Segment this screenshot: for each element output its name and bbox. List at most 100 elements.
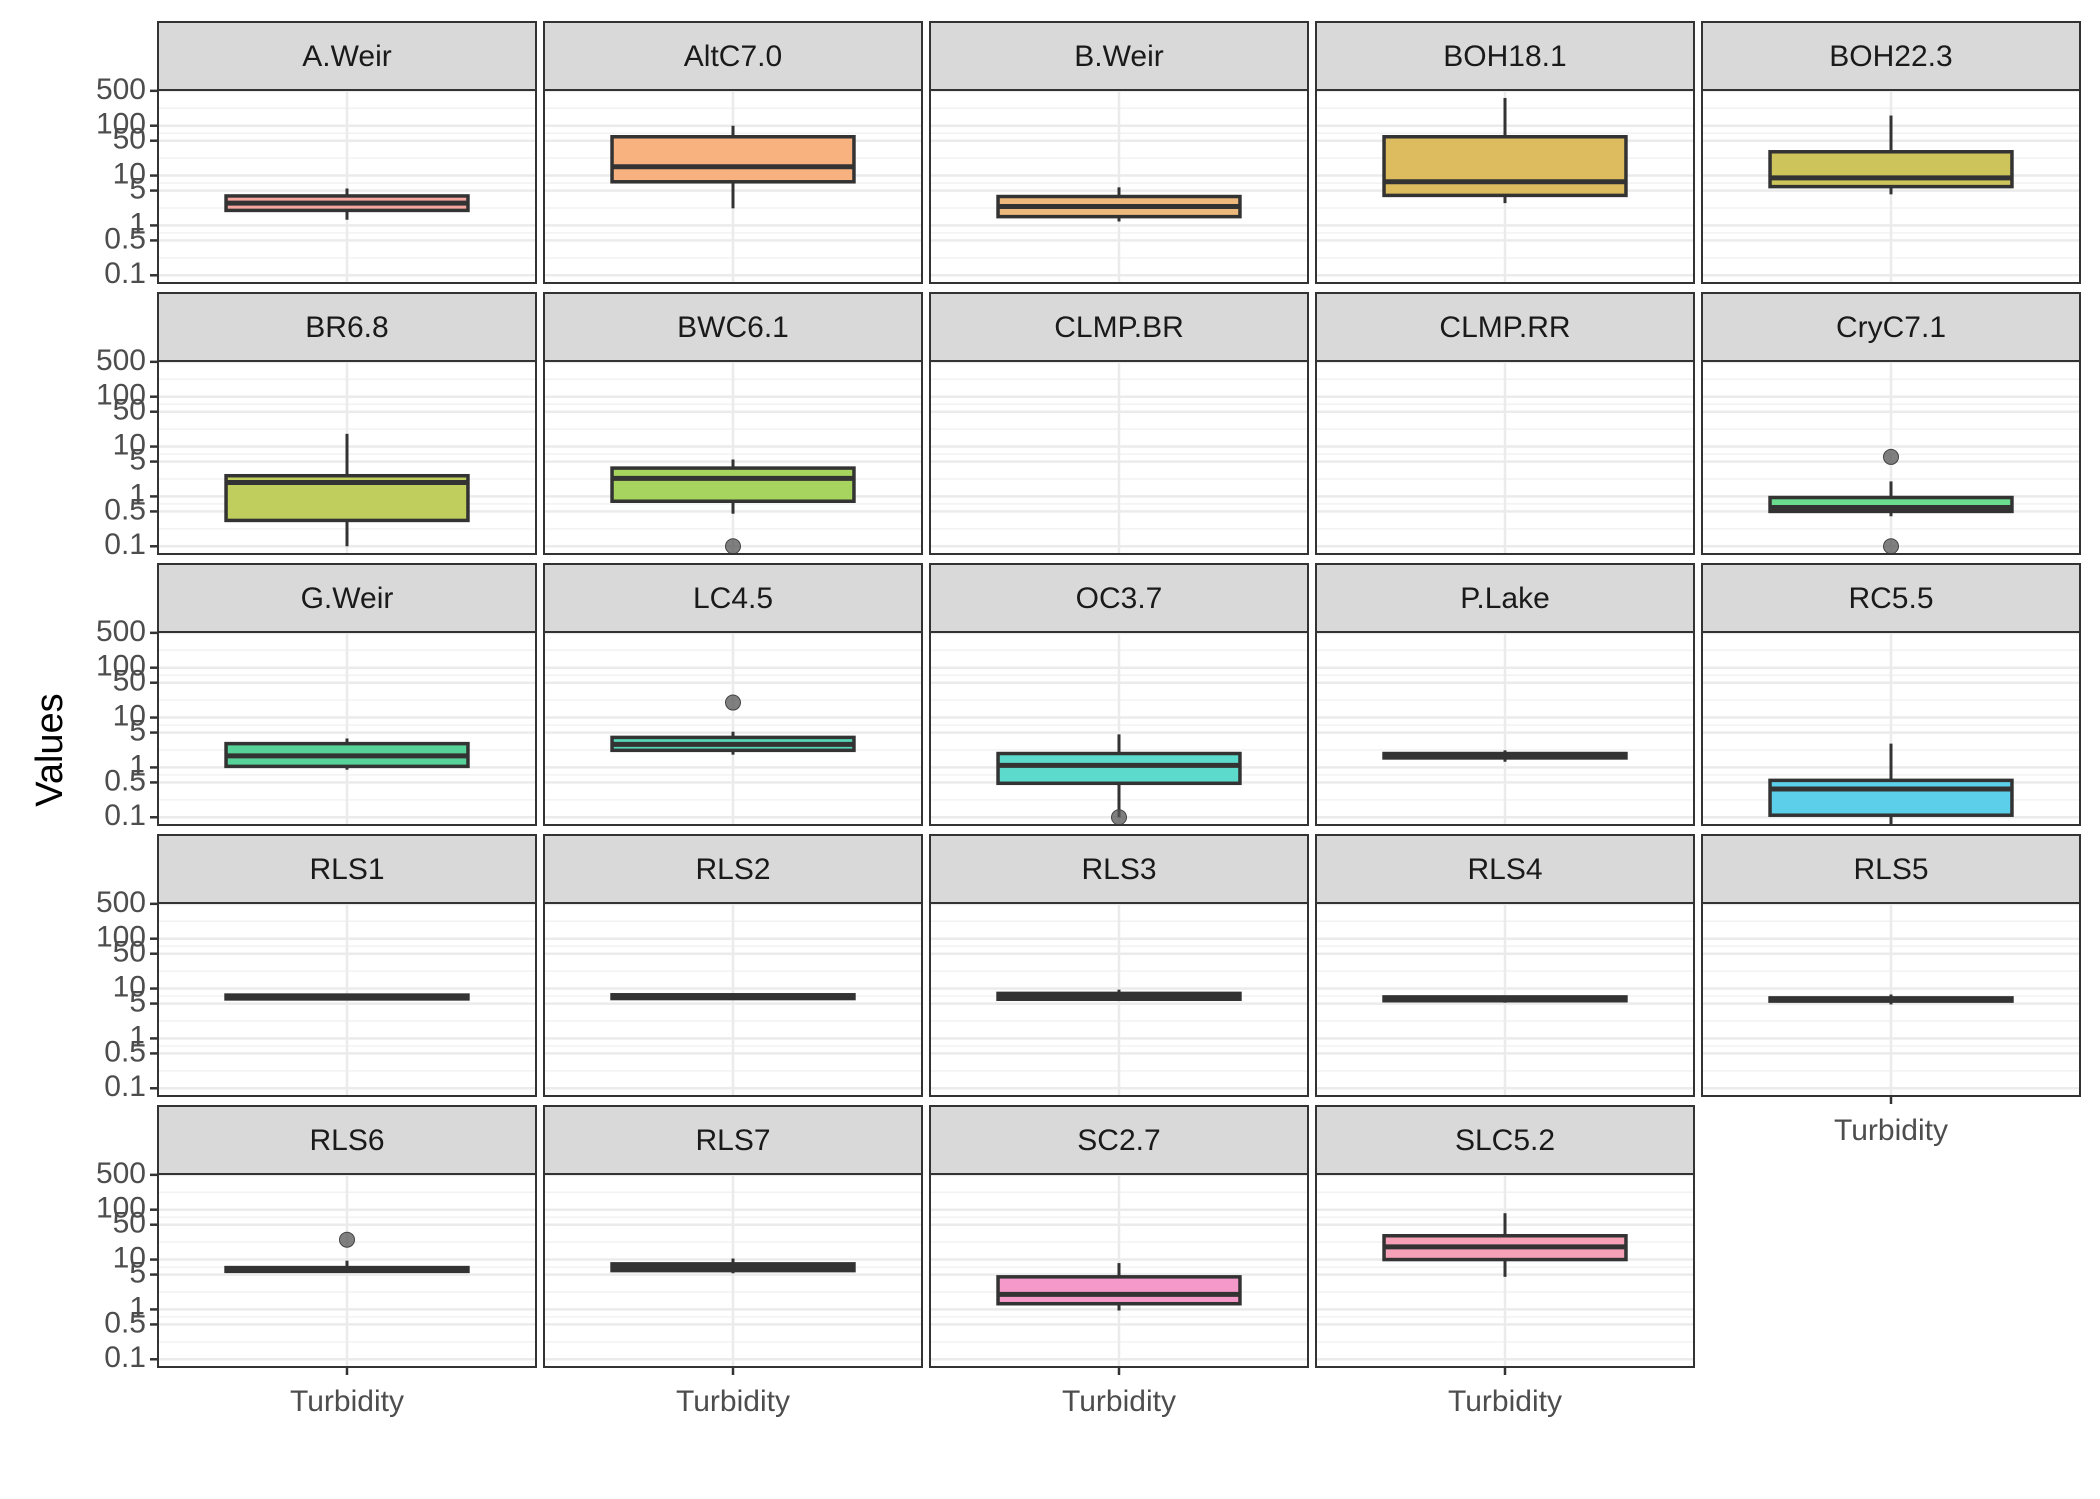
facet-strip-label: RLS1: [309, 853, 384, 886]
facet-strip-label: BWC6.1: [677, 311, 789, 344]
y-tick-label: 50: [113, 1207, 146, 1240]
facet-strip: [543, 834, 923, 904]
y-tick-label: 0.1: [104, 1341, 146, 1374]
outlier-point: [1883, 538, 1899, 555]
y-tick-label: 50: [113, 665, 146, 698]
y-tick-label: 10: [113, 157, 146, 190]
panel-border: [929, 89, 1309, 284]
y-tick-label: 0.1: [104, 528, 146, 561]
panel-border: [1315, 89, 1695, 284]
facet-strip-label: RLS7: [695, 1124, 770, 1157]
y-tick-label: 0.5: [104, 764, 146, 797]
facet-panel: RLS4: [1315, 834, 1695, 1097]
panel-border: [1315, 360, 1695, 555]
facet-strip: [157, 21, 537, 91]
y-tick-label: 10: [113, 970, 146, 1003]
facet-panel: RLS2: [543, 834, 923, 1097]
facet-strip-label: B.Weir: [1074, 40, 1163, 73]
facet-strip: [543, 1105, 923, 1175]
panel-border: [1701, 631, 2081, 826]
y-tick-label: 10: [113, 699, 146, 732]
y-tick-label: 5: [129, 714, 146, 747]
facet-strip: [1701, 834, 2081, 904]
panel-border: [1315, 902, 1695, 1097]
outlier-point: [339, 1231, 355, 1248]
y-tick-label: 1: [129, 1020, 146, 1053]
facet-strip-label: SLC5.2: [1455, 1124, 1555, 1157]
facet-strip-label: BOH22.3: [1829, 40, 1952, 73]
facet-strip: [543, 292, 923, 362]
facet-strip-label: A.Weir: [302, 40, 391, 73]
facet-panel: RLS5 Turbidity: [1701, 834, 2081, 1147]
facet-panel: LC4.5: [543, 563, 923, 826]
panel-border: [929, 902, 1309, 1097]
facet-panel: RLS7 Turbidity: [543, 1105, 923, 1418]
facet-panel: CLMP.RR: [1315, 292, 1695, 555]
y-tick-label: 0.1: [104, 799, 146, 832]
facet-strip: [157, 1105, 537, 1175]
facet-strip-label: BOH18.1: [1443, 40, 1566, 73]
x-tick-label: Turbidity: [1448, 1385, 1562, 1418]
y-tick-label: 0.5: [104, 493, 146, 526]
y-tick-label: 50: [113, 394, 146, 427]
panel-border: [929, 631, 1309, 826]
panel-border: [1315, 631, 1695, 826]
facet-panel: CLMP.BR: [929, 292, 1309, 555]
panel-border: [543, 631, 923, 826]
facet-strip-label: P.Lake: [1460, 582, 1550, 615]
facet-strip: [1315, 834, 1695, 904]
y-tick-label: 100: [96, 921, 146, 954]
y-tick-label: 500: [96, 344, 146, 377]
y-tick-label: 50: [113, 123, 146, 156]
facet-strip-label: AltC7.0: [684, 40, 782, 73]
facet-panel: RLS3: [929, 834, 1309, 1097]
box-iqr: [1768, 778, 2014, 817]
facet-strip-label: RLS6: [309, 1124, 384, 1157]
box-iqr: [610, 466, 856, 503]
y-tick-label: 500: [96, 615, 146, 648]
y-tick-label: 0.1: [104, 1070, 146, 1103]
y-tick-label: 5: [129, 1256, 146, 1289]
y-tick-label: 5: [129, 443, 146, 476]
facet-strip: [1701, 563, 2081, 633]
facet-strip: [929, 563, 1309, 633]
y-tick-label: 500: [96, 73, 146, 106]
box-iqr: [1382, 135, 1628, 198]
facet-strip-label: CryC7.1: [1836, 311, 1946, 344]
facet-strip-label: RLS2: [695, 853, 770, 886]
facet-strip: [1315, 563, 1695, 633]
facet-panel: BOH22.3: [1701, 21, 2081, 284]
box-iqr: [996, 751, 1242, 786]
y-tick-label: 100: [96, 1192, 146, 1225]
facet-strip-label: RLS4: [1467, 853, 1542, 886]
y-tick-label: 10: [113, 428, 146, 461]
facet-strip-label: G.Weir: [301, 582, 394, 615]
box-iqr: [610, 135, 856, 184]
panel-border: [1701, 360, 2081, 555]
outlier-point: [1111, 809, 1127, 826]
x-tick-label: Turbidity: [290, 1385, 404, 1418]
y-tick-label: 500: [96, 886, 146, 919]
facet-strip-label: CLMP.BR: [1054, 311, 1184, 344]
y-tick-label: 0.1: [104, 257, 146, 290]
facet-strip: [929, 292, 1309, 362]
facet-strip: [157, 292, 537, 362]
y-tick-label: 0.5: [104, 222, 146, 255]
facet-strip: [1315, 1105, 1695, 1175]
facet-strip: [543, 563, 923, 633]
facet-strip-label: CLMP.RR: [1439, 311, 1570, 344]
facet-panel: SLC5.2 Turbidity: [1315, 1105, 1695, 1418]
panel-border: [543, 360, 923, 555]
y-tick-label: 1: [129, 478, 146, 511]
facet-panel: BOH18.1: [1315, 21, 1695, 284]
facet-panel: SC2.7 Turbidity: [929, 1105, 1309, 1418]
outlier-point: [725, 538, 741, 555]
facet-strip-label: RLS5: [1853, 853, 1928, 886]
y-tick-label: 10: [113, 1241, 146, 1274]
panel-border: [929, 360, 1309, 555]
